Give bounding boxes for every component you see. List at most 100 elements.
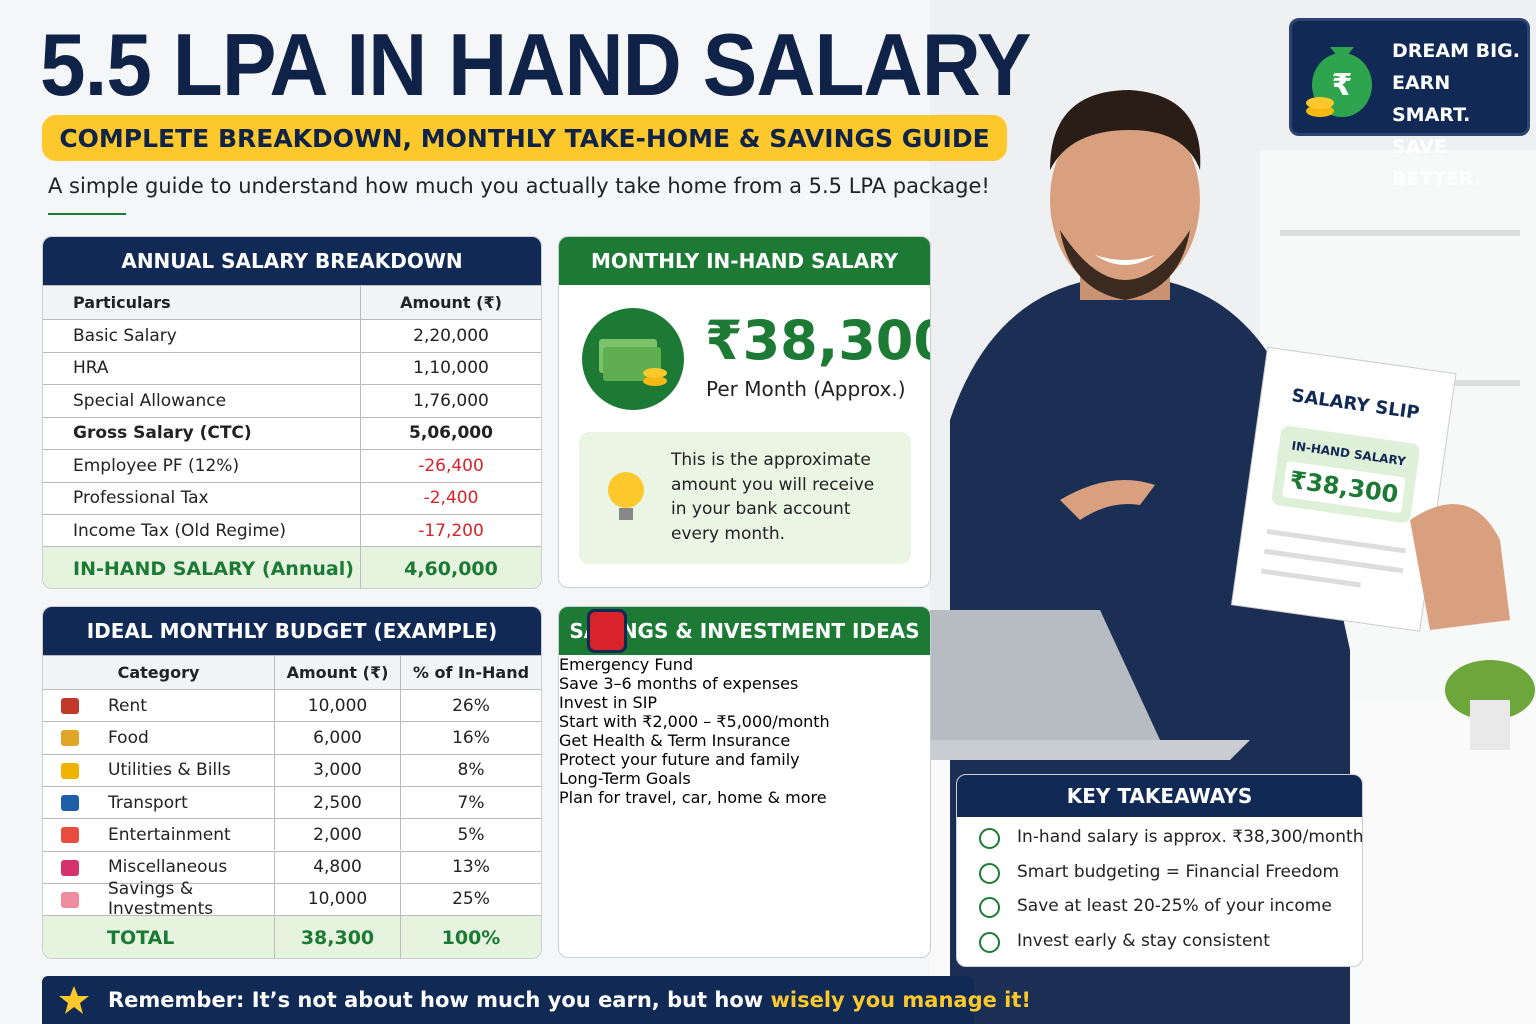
cell: Employee PF (12%) — [43, 450, 361, 482]
cell: Rent — [43, 690, 275, 722]
underline — [48, 213, 126, 215]
category-icon — [61, 730, 79, 747]
category-icon — [61, 794, 79, 811]
cell: TOTAL — [43, 916, 275, 958]
annual-panel: ANNUAL SALARY BREAKDOWN Particulars Amoun… — [42, 236, 542, 589]
savings-item: Get Health & Term Insurance Protect your … — [559, 609, 930, 769]
table-row: HRA 1,10,000 — [43, 351, 541, 384]
star-icon — [59, 986, 89, 1014]
footer: Remember: It’s not about how much you ea… — [42, 976, 1031, 1024]
cell: Category — [43, 656, 275, 689]
panel-header: ANNUAL SALARY BREAKDOWN — [43, 237, 541, 285]
savings-item: Invest in SIP Start with ₹2,000 – ₹5,000/… — [559, 609, 930, 731]
cell: 38,300 — [275, 916, 401, 958]
money-bag-icon: ₹ — [1306, 47, 1372, 117]
panel-header: IDEAL MONTHLY BUDGET (EXAMPLE) — [43, 607, 541, 655]
savings-item: Long-Term Goals Plan for travel, car, hom… — [559, 609, 930, 807]
cell: Entertainment — [43, 819, 275, 851]
takeaways-panel: KEY TAKEAWAYS In-hand salary is approx. … — [956, 774, 1363, 967]
savings-item: Emergency Fund Save 3–6 months of expense… — [559, 609, 930, 693]
total-row: TOTAL 38,300 100% — [43, 915, 541, 958]
cell: Utilities & Bills — [43, 754, 275, 786]
cell: 4,800 — [275, 851, 401, 883]
monthly-panel: MONTHLY IN-HAND SALARY ₹38,300 Per Month… — [558, 236, 931, 588]
table-row: Entertainment 2,000 5% — [43, 818, 541, 851]
cell: 10,000 — [275, 690, 401, 722]
title: 5.5 LPA IN HAND SALARY — [40, 15, 1031, 114]
cell: 1,10,000 — [413, 358, 489, 379]
category-icon — [61, 891, 79, 908]
cell: Miscellaneous — [43, 851, 275, 883]
tagline: A simple guide to understand how much yo… — [48, 174, 990, 198]
cell: 4,60,000 — [404, 557, 498, 580]
cell: Professional Tax — [43, 482, 361, 514]
badge-line: EARN SMART. — [1392, 72, 1471, 126]
check-icon — [979, 862, 1000, 884]
cell: 7% — [457, 792, 485, 813]
cell: 26% — [452, 695, 490, 716]
subtitle: COMPLETE BREAKDOWN, MONTHLY TAKE-HOME & … — [42, 115, 1007, 161]
badge-line: DREAM BIG. — [1392, 40, 1520, 62]
table-row: Rent 10,000 26% — [43, 689, 541, 722]
savings-panel: SAVINGS & INVESTMENT IDEAS Emergency Fun… — [558, 606, 931, 958]
item-text: Start with ₹2,000 – ₹5,000/month — [559, 712, 830, 731]
category-icon — [61, 762, 79, 779]
total-row: IN-HAND SALARY (Annual) 4,60,000 — [43, 546, 541, 588]
takeaway: In-hand salary is approx. ₹38,300/month — [1017, 827, 1363, 847]
cash-icon — [582, 308, 684, 410]
table-row: Special Allowance 1,76,000 — [43, 384, 541, 417]
takeaway: Save at least 20-25% of your income — [1017, 896, 1332, 916]
cell: Amount (₹) — [400, 293, 502, 312]
cell: Food — [43, 722, 275, 754]
cell: 5,06,000 — [409, 423, 493, 444]
cell: 100% — [441, 927, 501, 949]
table-row: Food 6,000 16% — [43, 721, 541, 754]
item-title: Get Health & Term Insurance — [559, 731, 791, 750]
cell: 3,000 — [275, 754, 401, 786]
item-title: Emergency Fund — [559, 655, 694, 674]
cell: Savings & Investments — [43, 879, 275, 919]
cell: Transport — [43, 786, 275, 819]
cell: -17,200 — [418, 520, 484, 541]
footer-text: Remember: It’s not about how much you ea… — [108, 988, 771, 1012]
cell: % of In-Hand — [412, 663, 530, 682]
item-text: Plan for travel, car, home & more — [559, 788, 827, 807]
monthly-amount: ₹38,300 — [705, 309, 931, 372]
table-row: Employee PF (12%) -26,400 — [43, 449, 541, 482]
cell: 6,000 — [275, 722, 401, 754]
svg-text:₹: ₹ — [1332, 68, 1353, 103]
table-row: Miscellaneous 4,800 13% — [43, 850, 541, 883]
badge-line: SAVE BETTER. — [1392, 136, 1481, 190]
cell: Basic Salary — [43, 320, 361, 352]
cell: 16% — [452, 727, 490, 748]
cell: HRA — [43, 352, 361, 384]
badge: ₹ DREAM BIG. EARN SMART. SAVE BETTER. — [1289, 18, 1530, 190]
table-row: Basic Salary 2,20,000 — [43, 319, 541, 352]
cell: 8% — [457, 760, 485, 781]
bulb-icon — [608, 472, 644, 520]
table-row: Gross Salary (CTC) 5,06,000 — [43, 416, 541, 449]
cell: Income Tax (Old Regime) — [43, 515, 361, 547]
cell: 5% — [457, 824, 485, 845]
takeaway: Invest early & stay consistent — [1017, 930, 1270, 951]
cell: Special Allowance — [43, 385, 361, 417]
check-icon — [979, 931, 1000, 953]
cell: 1,76,000 — [413, 390, 489, 411]
info-box: This is the approximate amount you will … — [579, 432, 911, 564]
category-icon — [61, 827, 79, 844]
panel-header: MONTHLY IN-HAND SALARY — [559, 237, 930, 285]
column-header: Category Amount (₹) % of In-Hand — [43, 655, 541, 689]
takeaway: Smart budgeting = Financial Freedom — [1017, 861, 1340, 882]
table-row: Savings & Investments 10,000 25% — [43, 879, 541, 919]
table-row: Transport 2,500 7% — [43, 785, 541, 819]
category-icon — [61, 698, 79, 714]
cell: -26,400 — [418, 455, 484, 476]
cell: 2,500 — [275, 786, 401, 819]
check-icon — [979, 828, 1000, 849]
cell: 2,20,000 — [413, 325, 489, 346]
monthly-note: Per Month (Approx.) — [706, 377, 906, 401]
item-title: Invest in SIP — [559, 693, 658, 712]
table-row: Income Tax (Old Regime) -17,200 — [43, 514, 541, 547]
cell: 10,000 — [275, 883, 401, 916]
item-icon — [587, 609, 627, 653]
